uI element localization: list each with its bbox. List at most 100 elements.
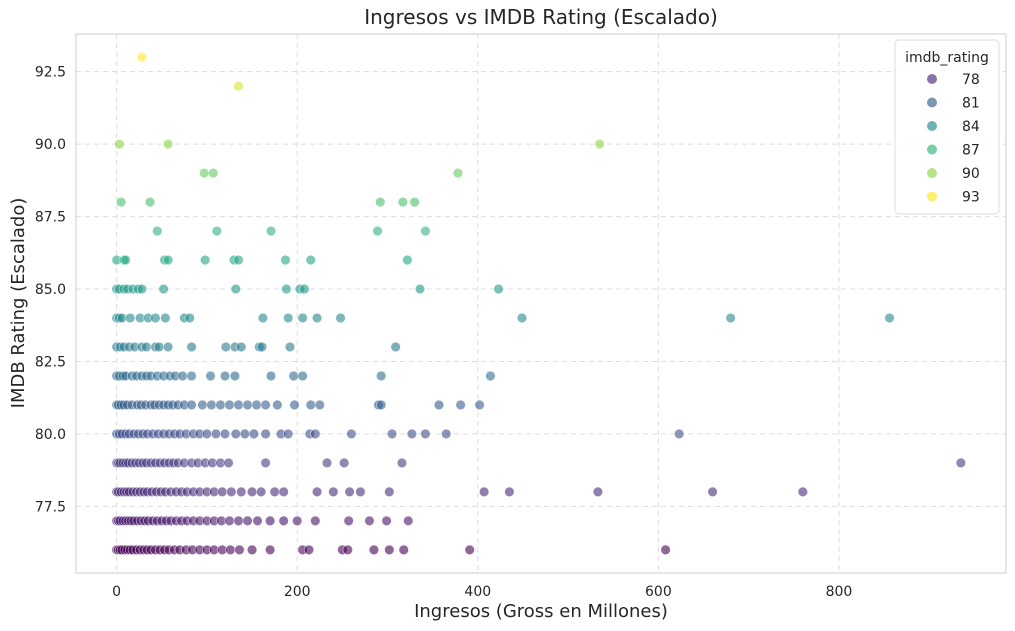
- data-point: [257, 312, 269, 324]
- data-point: [233, 81, 244, 92]
- data-point: [246, 544, 258, 555]
- data-point: [136, 52, 148, 63]
- data-point: [226, 486, 237, 497]
- data-point: [219, 370, 231, 382]
- data-point: [205, 370, 216, 382]
- data-point: [328, 486, 339, 497]
- data-point: [239, 428, 250, 440]
- data-point: [150, 312, 161, 324]
- data-point: [402, 254, 413, 266]
- data-point: [660, 544, 671, 555]
- data-point: [311, 312, 323, 324]
- data-point: [381, 515, 392, 526]
- data-point: [384, 486, 395, 497]
- data-point: [372, 225, 383, 237]
- data-point: [464, 544, 475, 555]
- legend-label: 81: [962, 96, 980, 112]
- legend-label: 87: [962, 143, 980, 159]
- data-point: [233, 254, 244, 266]
- data-point: [384, 544, 395, 555]
- legend-marker: [927, 74, 937, 84]
- data-point: [375, 196, 386, 208]
- legend: imdb_rating 78 81 84 87 90 93: [894, 39, 1000, 215]
- data-point: [224, 399, 235, 411]
- legend-entries: 78 81 84 87 90 93: [927, 72, 980, 206]
- data-point: [186, 370, 197, 382]
- data-point: [396, 457, 408, 468]
- data-point: [251, 399, 262, 411]
- data-point: [493, 283, 504, 295]
- y-tick-label: 85.0: [35, 282, 66, 298]
- data-point: [376, 399, 387, 411]
- data-point: [297, 312, 308, 324]
- data-point: [390, 341, 401, 353]
- legend-title: imdb_rating: [905, 50, 989, 66]
- data-point: [236, 341, 247, 353]
- data-point: [153, 341, 165, 353]
- chart-title: Ingresos vs IMDB Rating (Escalado): [364, 5, 718, 29]
- data-point: [211, 225, 222, 237]
- legend-marker: [927, 168, 937, 178]
- data-point: [289, 399, 300, 411]
- y-tick-label: 90.0: [35, 137, 66, 153]
- data-point: [335, 312, 346, 324]
- data-point: [280, 254, 291, 266]
- y-tick-label: 82.5: [35, 354, 66, 370]
- data-point: [234, 544, 245, 555]
- data-point: [292, 515, 303, 526]
- data-point: [260, 399, 271, 411]
- data-point: [230, 428, 241, 440]
- data-point: [420, 225, 431, 237]
- data-point: [265, 515, 276, 526]
- data-point: [420, 428, 431, 440]
- plot-frame: [75, 33, 1007, 574]
- data-point: [162, 254, 174, 266]
- data-point: [955, 457, 966, 468]
- data-point: [206, 399, 217, 411]
- data-point: [114, 139, 125, 150]
- x-tick-label: 600: [645, 584, 672, 600]
- data-point: [219, 428, 231, 440]
- legend-label: 78: [962, 72, 980, 88]
- data-point: [220, 341, 231, 353]
- data-point: [230, 283, 241, 295]
- data-point: [116, 196, 127, 208]
- data-point: [278, 486, 289, 497]
- data-point: [283, 312, 294, 324]
- data-point: [339, 457, 350, 468]
- data-point: [398, 544, 409, 555]
- data-point: [278, 515, 289, 526]
- data-point: [504, 486, 515, 497]
- x-tick-label: 400: [464, 584, 491, 600]
- data-point: [229, 370, 241, 382]
- data-point: [260, 428, 271, 440]
- data-point: [136, 283, 148, 295]
- data-point: [674, 428, 685, 440]
- data-point: [265, 225, 277, 237]
- data-point: [321, 457, 333, 468]
- data-point: [516, 312, 528, 324]
- data-point: [248, 428, 259, 440]
- data-point: [199, 167, 210, 179]
- legend-marker: [927, 97, 937, 108]
- legend-marker: [927, 121, 937, 131]
- data-point: [217, 486, 228, 497]
- data-point: [797, 486, 808, 497]
- data-point: [141, 341, 152, 353]
- x-tick-labels: 0 200 400 600 800: [112, 584, 852, 600]
- data-point: [297, 370, 308, 382]
- data-point: [344, 486, 355, 497]
- y-tick-label: 80.0: [35, 427, 66, 443]
- data-point: [479, 486, 490, 497]
- legend-box: [894, 39, 1000, 215]
- y-tick-label: 87.5: [35, 210, 66, 226]
- data-point: [342, 544, 353, 555]
- data-point: [364, 515, 375, 526]
- data-point: [242, 399, 253, 411]
- data-point: [242, 515, 253, 526]
- data-point: [265, 544, 276, 555]
- data-point: [310, 515, 321, 526]
- data-point: [305, 254, 316, 266]
- data-point: [246, 486, 258, 497]
- y-tick-label: 77.5: [35, 499, 66, 515]
